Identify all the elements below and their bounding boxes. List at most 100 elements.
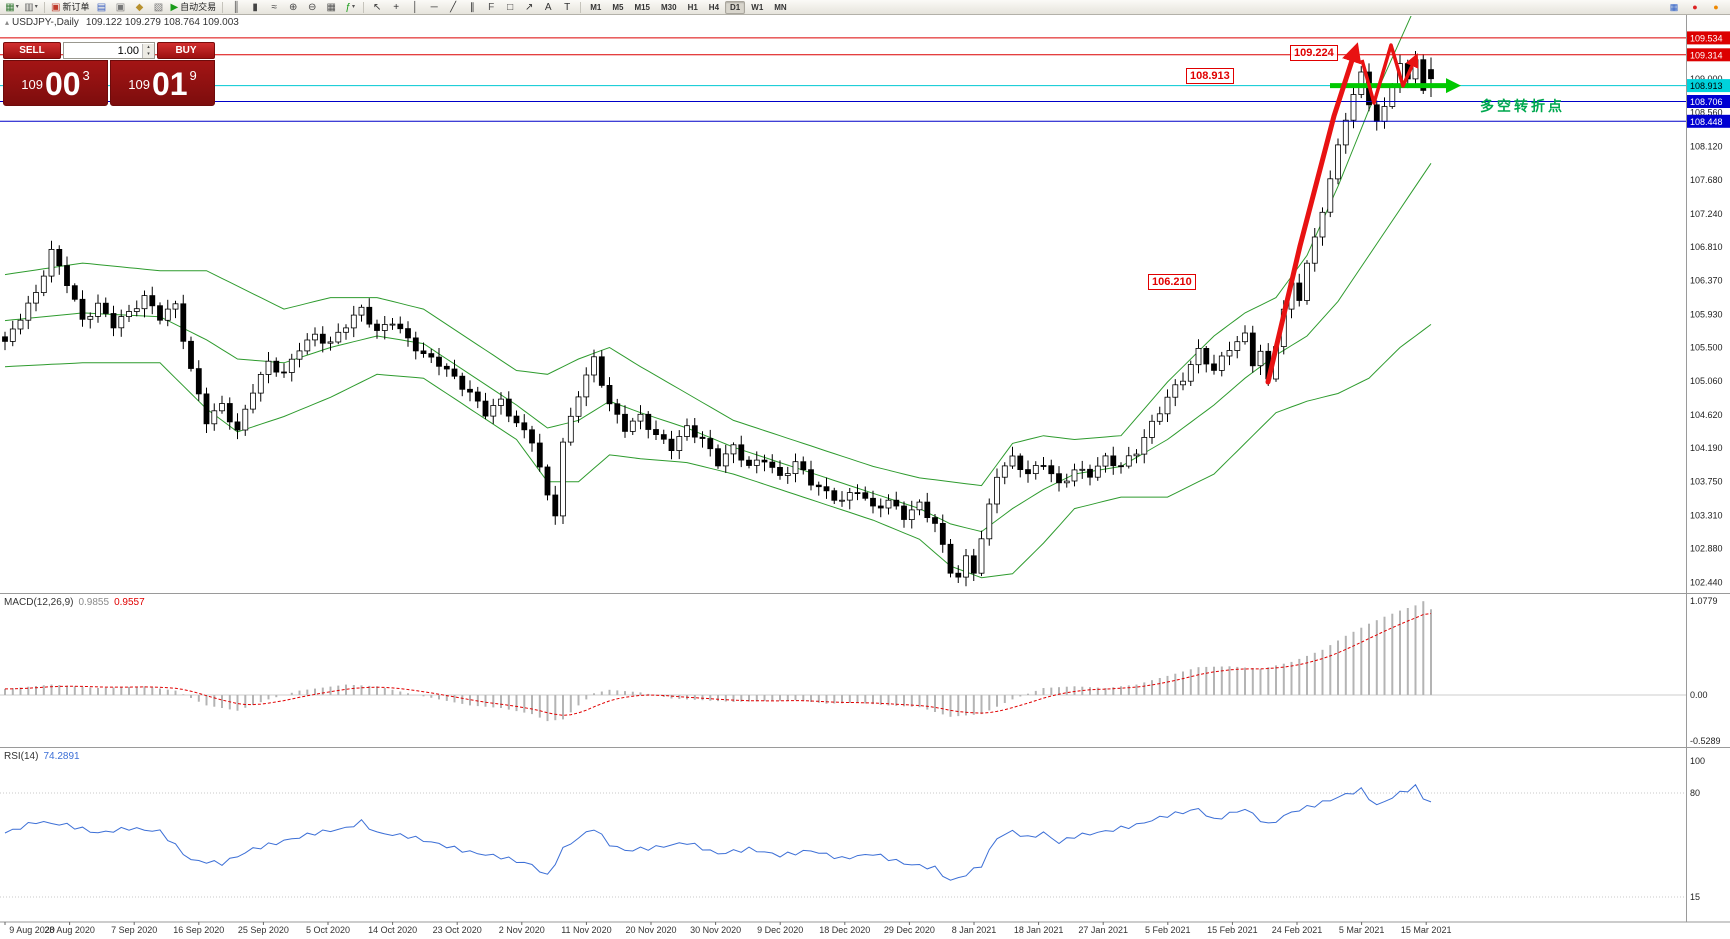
candle	[707, 429, 714, 457]
buy-button[interactable]: BUY	[157, 42, 215, 59]
candle	[397, 316, 404, 334]
candle	[645, 411, 652, 439]
candle	[467, 380, 473, 402]
buy-price-button[interactable]: 109 01 9	[110, 60, 215, 106]
candle	[443, 363, 450, 377]
date-label: 5 Mar 2021	[1339, 925, 1385, 935]
crosshair-button[interactable]: +	[387, 1, 405, 14]
text-button[interactable]: A	[539, 1, 557, 14]
zoom-out-button[interactable]: ⊖	[303, 1, 321, 14]
fibonacci-retracement-button[interactable]: F	[482, 1, 500, 14]
price-axis[interactable]: 109.000 108.560 108.120 107.680 107.240 106.8…	[1690, 74, 1723, 902]
data-window-button[interactable]: ▣	[111, 1, 129, 14]
candle	[420, 342, 427, 358]
vertical-line-button[interactable]: │	[406, 1, 424, 14]
autotrading-button[interactable]: ▶ 自动交易	[168, 1, 218, 14]
candle	[738, 435, 745, 468]
profiles-caret-icon: ▾	[34, 3, 38, 10]
candlestick-chart-button[interactable]: ▮	[246, 1, 264, 14]
price-callout-106210[interactable]: 106.210	[1148, 274, 1196, 290]
new-chart-icon: ▦	[5, 1, 15, 13]
volume-stepper[interactable]: ▴ ▾	[142, 43, 154, 58]
status-dot-red-icon[interactable]: ●	[1692, 1, 1698, 12]
macd-indicator-label: MACD(12,26,9) 0.9855 0.9557	[4, 597, 145, 608]
rsi-axis-label: 100	[1690, 756, 1705, 766]
autotrading-label: 自动交易	[180, 1, 217, 12]
candle	[296, 342, 303, 368]
candle	[451, 359, 458, 380]
candle	[1079, 460, 1086, 479]
candle	[916, 499, 923, 516]
price-callout-108913[interactable]: 108.913	[1186, 68, 1234, 84]
timeframe-m30-button[interactable]: M30	[661, 2, 677, 12]
new-order-button[interactable]: ▣ 新订单	[49, 1, 91, 14]
terminal-icon: ▧	[153, 1, 164, 13]
rsi-name: RSI(14)	[4, 751, 39, 762]
cursor-button[interactable]: ↖	[368, 1, 386, 14]
horizontal-line-button[interactable]: ─	[425, 1, 443, 14]
candle	[265, 352, 272, 384]
bar-chart-button[interactable]: ║	[227, 1, 245, 14]
candle	[1032, 461, 1039, 480]
candle	[684, 418, 690, 441]
timeframe-d1-button[interactable]: D1	[725, 0, 746, 14]
candle	[412, 331, 419, 360]
candle	[629, 417, 636, 435]
price-callout-109224[interactable]: 109.224	[1290, 45, 1338, 61]
date-label: 14 Oct 2020	[368, 925, 417, 935]
volume-value: 1.00	[117, 44, 139, 57]
status-dot-orange-icon[interactable]: ●	[1713, 1, 1719, 12]
trendline-button[interactable]: ╱	[444, 1, 462, 14]
candle	[924, 492, 931, 523]
arrows-button[interactable]: ↗	[520, 1, 538, 14]
candle	[862, 486, 869, 501]
timeframe-w1-button[interactable]: W1	[751, 2, 764, 12]
timeframe-h1-button[interactable]: H1	[687, 2, 698, 12]
sell-price-button[interactable]: 109 00 3	[3, 60, 108, 106]
shapes-button[interactable]: □	[501, 1, 519, 14]
candle	[606, 377, 613, 412]
volume-up-icon[interactable]: ▴	[143, 43, 154, 51]
terminal-button[interactable]: ▧	[149, 1, 167, 14]
timeframe-h4-button[interactable]: H4	[708, 2, 720, 12]
rsi-axis-label: 15	[1690, 892, 1700, 902]
candle	[854, 484, 861, 501]
tile-windows-button[interactable]: ▦	[322, 1, 340, 14]
candle	[815, 481, 822, 496]
candle	[1164, 389, 1171, 422]
one-click-trading-panel: SELL 1.00 ▴ ▾ BUY 109 00 3 109 01 9	[3, 42, 215, 106]
candle	[1009, 446, 1016, 469]
equidistant-channel-button[interactable]: ∥	[463, 1, 481, 14]
candle	[637, 405, 644, 430]
chart-status-icon[interactable]: ▦	[1669, 1, 1679, 12]
candle	[1141, 429, 1148, 464]
trend-arrow[interactable]	[1265, 42, 1362, 385]
volume-down-icon[interactable]: ▾	[143, 50, 154, 58]
candle	[389, 318, 396, 330]
zoom-in-button[interactable]: ⊕	[284, 1, 302, 14]
navigator-button[interactable]: ◆	[130, 1, 148, 14]
new-chart-button[interactable]: ▦ ▾	[3, 1, 21, 14]
timeframe-m5-button[interactable]: M5	[612, 2, 624, 12]
market-watch-button[interactable]: ▤	[92, 1, 110, 14]
candle	[552, 485, 559, 525]
timeframe-m15-button[interactable]: M15	[634, 2, 650, 12]
candle	[87, 312, 94, 329]
profiles-button[interactable]: ▥ ▾	[22, 1, 40, 14]
candle	[1094, 457, 1101, 481]
line-chart-button[interactable]: ≈	[265, 1, 283, 14]
indicators-button[interactable]: ƒ ▾	[341, 1, 359, 14]
text-label-button[interactable]: T	[558, 1, 576, 14]
candle	[288, 353, 295, 382]
turning-point-note[interactable]: 多空转折点	[1480, 98, 1565, 114]
sell-button[interactable]: SELL	[3, 42, 61, 59]
candle	[1234, 336, 1241, 359]
volume-field[interactable]: 1.00 ▴ ▾	[63, 42, 155, 59]
candle	[234, 413, 241, 440]
zigzag-pattern[interactable]	[1360, 43, 1419, 105]
price-tick: 107.680	[1690, 175, 1723, 185]
timeframe-mn-button[interactable]: MN	[774, 2, 787, 12]
timeframe-m1-button[interactable]: M1	[590, 2, 602, 12]
